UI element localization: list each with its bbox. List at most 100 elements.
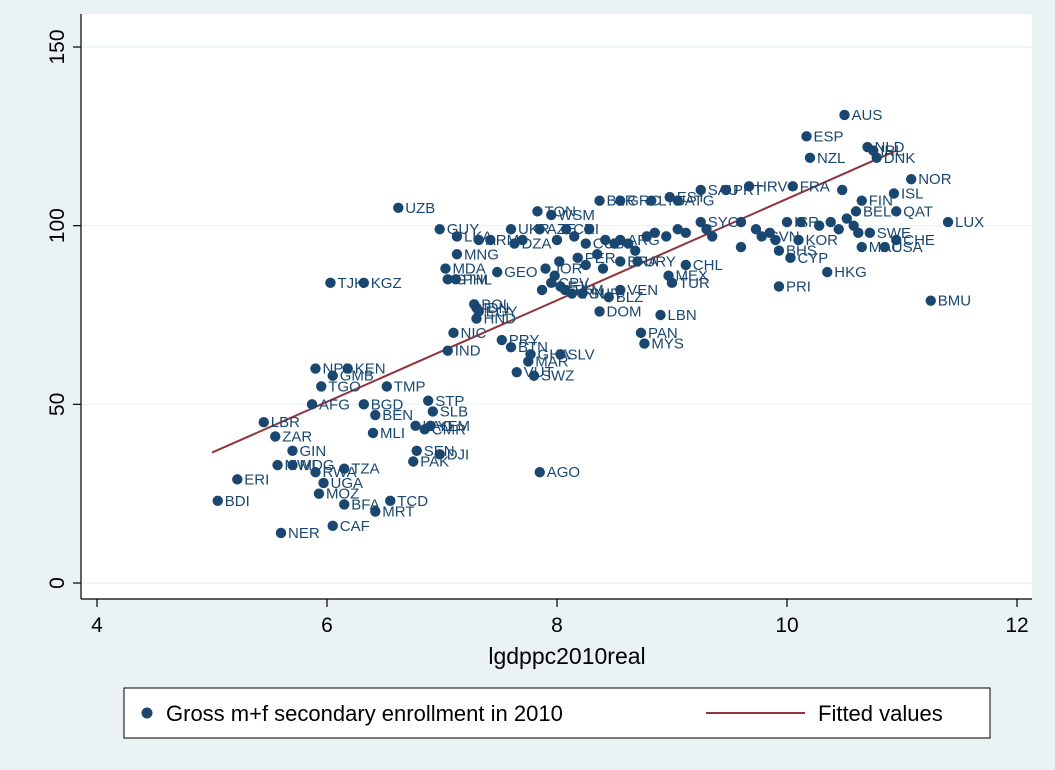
point-label: ISL bbox=[901, 186, 924, 203]
data-point bbox=[630, 245, 641, 256]
data-point bbox=[310, 363, 321, 374]
point-label: USA bbox=[892, 239, 923, 256]
point-label: MNG bbox=[464, 246, 499, 263]
point-label: TKM bbox=[572, 282, 604, 299]
data-point bbox=[358, 399, 369, 410]
point-label: MLI bbox=[380, 425, 405, 442]
point-label: BDI bbox=[225, 493, 250, 510]
data-point bbox=[572, 252, 583, 264]
data-point bbox=[695, 216, 706, 228]
data-point bbox=[850, 206, 862, 217]
point-label: AGO bbox=[547, 464, 580, 481]
point-label: STP bbox=[435, 393, 464, 410]
data-point bbox=[833, 224, 844, 235]
point-label: LTU bbox=[658, 193, 685, 210]
point-label: SLV bbox=[567, 346, 594, 363]
point-label: SLB bbox=[440, 403, 468, 420]
data-point bbox=[584, 224, 595, 235]
point-label: BTN bbox=[518, 339, 548, 356]
data-point bbox=[411, 445, 422, 456]
point-label: NER bbox=[288, 525, 320, 542]
point-label: EST bbox=[677, 189, 706, 206]
y-tick-label: 100 bbox=[46, 208, 69, 243]
fitted-line bbox=[211, 149, 897, 454]
point-label: CUB bbox=[593, 236, 625, 253]
point-label: DJI bbox=[447, 446, 470, 463]
data-point bbox=[419, 424, 430, 435]
data-point bbox=[750, 224, 762, 235]
data-point bbox=[327, 370, 338, 381]
point-label: UZB bbox=[405, 200, 435, 217]
data-point bbox=[370, 506, 381, 517]
point-label: SEN bbox=[424, 443, 455, 460]
point-label: KOR bbox=[806, 232, 839, 249]
point-label: FIN bbox=[869, 193, 893, 210]
data-point bbox=[287, 445, 298, 456]
x-tick-label: 6 bbox=[321, 614, 333, 637]
data-point bbox=[561, 224, 572, 235]
data-point bbox=[325, 277, 336, 289]
data-point bbox=[639, 338, 650, 349]
plot-area bbox=[81, 14, 1032, 599]
data-point bbox=[770, 234, 781, 246]
data-point bbox=[609, 238, 620, 249]
data-point bbox=[856, 241, 867, 253]
data-point bbox=[496, 334, 507, 346]
data-point bbox=[555, 349, 566, 360]
point-label: MDA bbox=[452, 261, 485, 278]
point-label: PRY bbox=[509, 332, 540, 349]
data-point bbox=[370, 409, 381, 421]
point-label: RWA bbox=[323, 464, 357, 481]
data-point bbox=[906, 174, 917, 185]
data-point bbox=[891, 234, 902, 246]
point-label: NLD bbox=[875, 139, 905, 156]
fitted-line-layer bbox=[211, 149, 897, 454]
point-label: HND bbox=[484, 311, 517, 328]
point-label: PAN bbox=[648, 325, 678, 342]
data-point bbox=[440, 263, 451, 274]
data-point bbox=[451, 249, 463, 260]
point-label: BLZ bbox=[616, 289, 644, 306]
point-label: GEO bbox=[504, 264, 537, 281]
point-label: BLR bbox=[607, 193, 636, 210]
data-point bbox=[641, 231, 652, 242]
data-point bbox=[793, 234, 804, 246]
point-label: BRA bbox=[627, 253, 658, 270]
point-label: LUX bbox=[955, 214, 984, 231]
data-point bbox=[385, 495, 396, 507]
data-point bbox=[540, 263, 551, 274]
point-label: VUT bbox=[524, 364, 554, 381]
point-label: AUS bbox=[852, 107, 883, 124]
data-point bbox=[615, 284, 626, 296]
data-point bbox=[339, 463, 350, 474]
x-tick-label: 8 bbox=[551, 614, 563, 637]
x-axis-title: lgdppc2010real bbox=[488, 643, 645, 669]
data-point bbox=[603, 291, 614, 303]
data-point bbox=[505, 224, 517, 235]
point-label: TUR bbox=[679, 275, 710, 292]
y-tick-label: 150 bbox=[46, 29, 69, 64]
point-label: MAR bbox=[535, 353, 569, 370]
data-point bbox=[577, 288, 588, 299]
point-label: NOR bbox=[918, 171, 952, 188]
data-point bbox=[825, 216, 836, 228]
point-label: CYP bbox=[797, 250, 828, 267]
data-point bbox=[232, 474, 243, 485]
legend-box bbox=[123, 687, 991, 739]
point-label: HRV bbox=[756, 178, 787, 195]
data-point bbox=[569, 231, 580, 242]
point-label: CPV bbox=[558, 275, 589, 292]
point-label: IRN bbox=[579, 286, 605, 303]
point-label: SWE bbox=[877, 225, 911, 242]
point-label: CAF bbox=[340, 518, 370, 535]
data-point bbox=[632, 256, 643, 267]
point-label: UKR bbox=[518, 221, 550, 238]
point-label: LKA bbox=[464, 228, 492, 245]
data-point bbox=[655, 309, 666, 321]
data-point bbox=[272, 459, 283, 471]
data-point bbox=[597, 263, 609, 274]
point-label: MDG bbox=[300, 457, 335, 474]
x-tick-label: 12 bbox=[1005, 614, 1028, 637]
point-label: MRT bbox=[382, 504, 414, 521]
